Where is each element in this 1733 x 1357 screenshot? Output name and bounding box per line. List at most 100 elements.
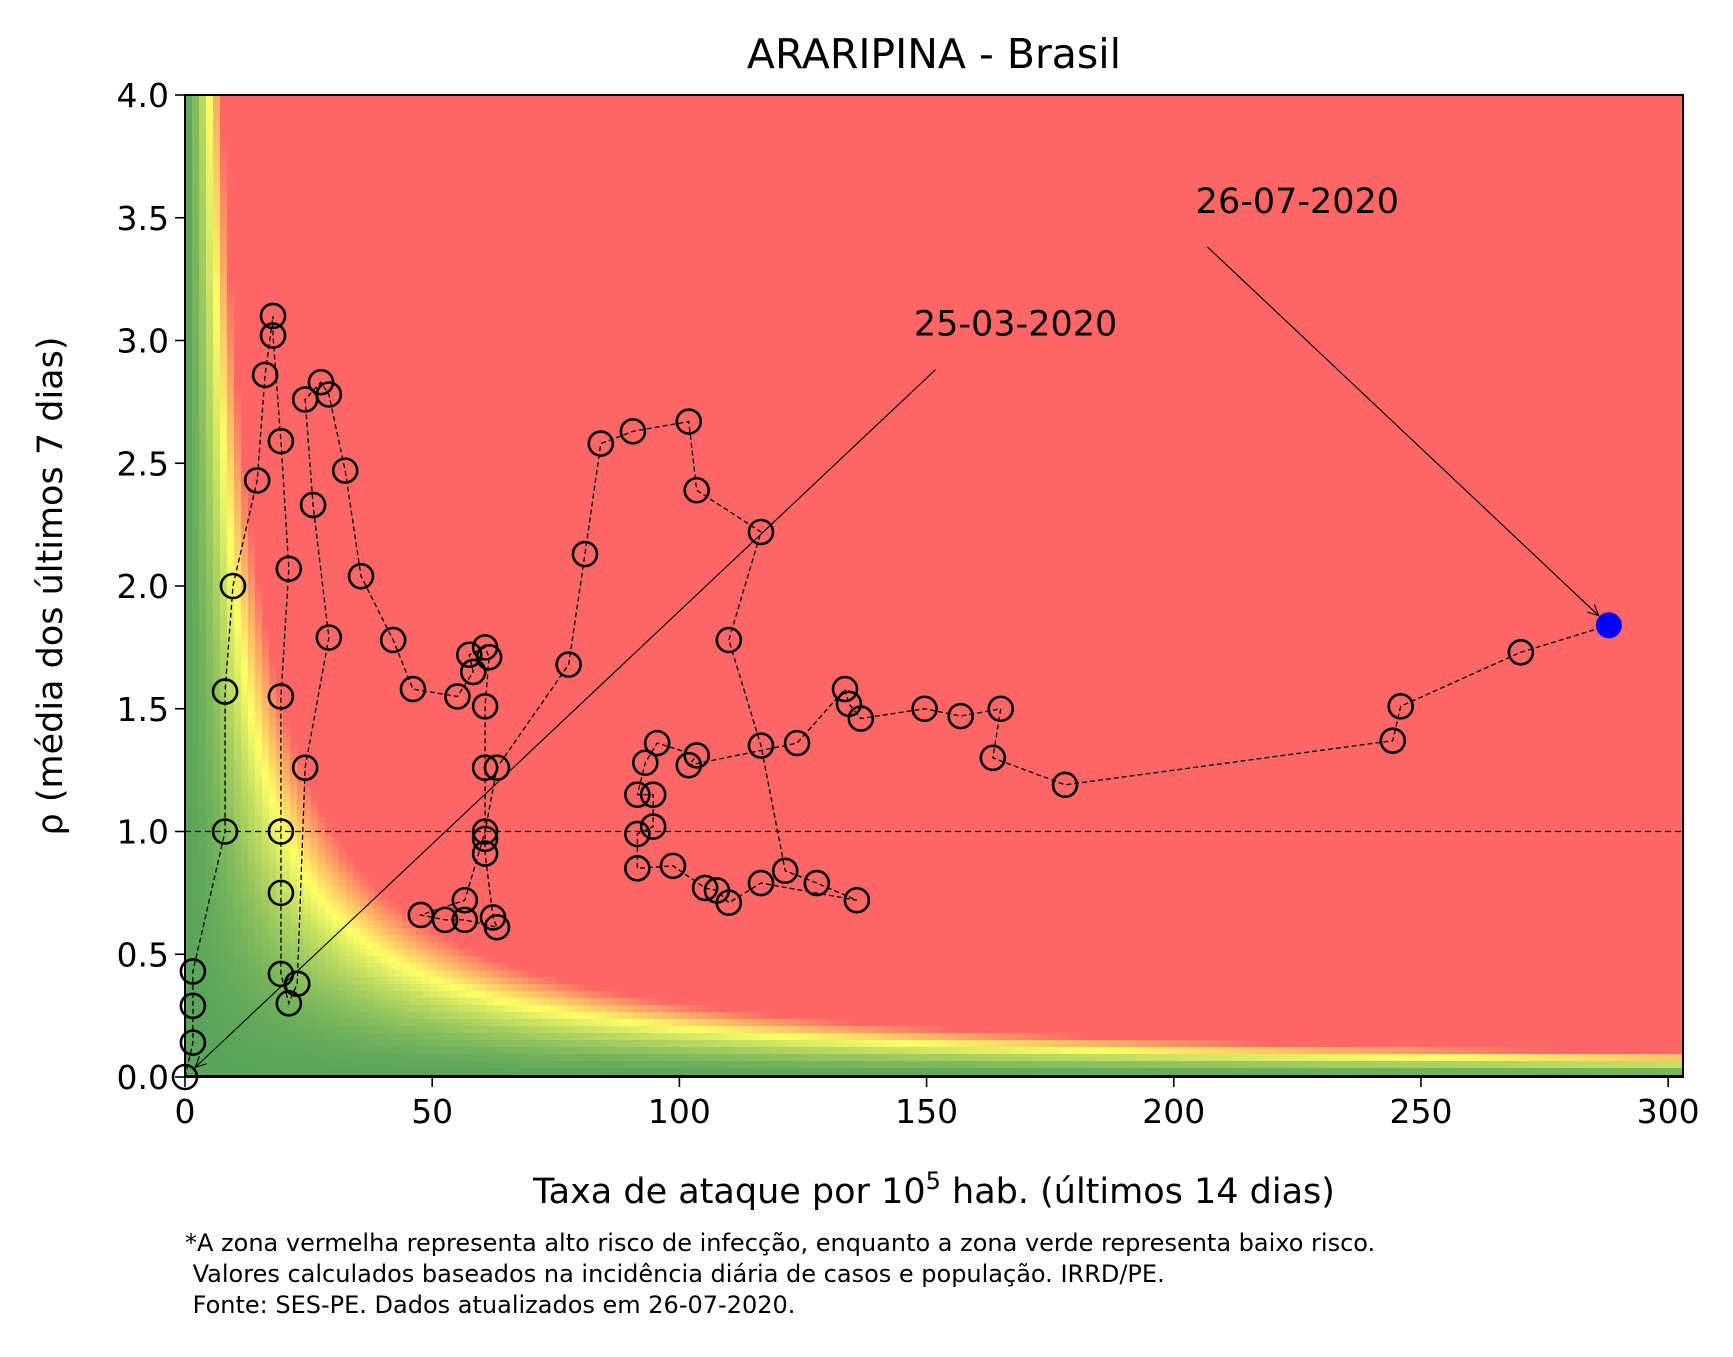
data-point bbox=[251, 361, 279, 389]
data-point bbox=[1507, 638, 1535, 666]
annotation-labels: 25-03-2020 26-07-2020 bbox=[914, 182, 1399, 345]
data-point bbox=[179, 958, 207, 985]
y-tick-label: 1.0 bbox=[117, 813, 169, 852]
y-tick-label: 2.0 bbox=[117, 567, 169, 606]
data-point bbox=[179, 1029, 207, 1056]
annotation-label: 25-03-2020 bbox=[914, 305, 1117, 345]
data-point bbox=[399, 675, 427, 703]
data-point bbox=[715, 626, 743, 654]
data-point bbox=[979, 744, 1007, 772]
data-point bbox=[555, 651, 582, 678]
data-point bbox=[211, 678, 239, 705]
y-tick-label: 1.5 bbox=[117, 690, 169, 729]
x-axis-label: Taxa de ataque por 105 hab. (últimos 14 … bbox=[532, 1167, 1335, 1212]
y-tick-label: 3.5 bbox=[117, 199, 169, 238]
data-point bbox=[659, 852, 687, 880]
data-point bbox=[639, 781, 667, 808]
data-point bbox=[747, 869, 775, 897]
data-point bbox=[471, 840, 499, 867]
data-point bbox=[407, 901, 435, 929]
data-point bbox=[639, 813, 667, 840]
data-point bbox=[315, 624, 343, 651]
data-point bbox=[379, 626, 407, 654]
data-point bbox=[803, 869, 831, 897]
data-point bbox=[947, 702, 974, 730]
data-point bbox=[444, 683, 471, 710]
data-point bbox=[831, 675, 859, 703]
data-point bbox=[179, 992, 207, 1020]
data-point bbox=[267, 818, 295, 845]
data-point bbox=[451, 906, 479, 934]
data-point bbox=[675, 751, 703, 779]
data-point bbox=[643, 729, 671, 757]
annotation-arrow bbox=[194, 369, 936, 1068]
y-tick-label: 0.5 bbox=[117, 935, 169, 974]
data-point bbox=[211, 818, 239, 845]
data-point bbox=[683, 742, 710, 769]
x-tick-label: 50 bbox=[411, 1092, 453, 1131]
data-point bbox=[331, 457, 359, 484]
y-axis-ticks: 0.0 0.5 1.0 1.5 2.0 2.5 3.0 3.5 4.0 bbox=[117, 76, 185, 1097]
data-point bbox=[299, 491, 327, 519]
data-point bbox=[747, 732, 775, 759]
data-point bbox=[471, 818, 499, 845]
data-point bbox=[315, 381, 343, 408]
y-tick-label: 0.0 bbox=[117, 1058, 169, 1097]
data-point bbox=[267, 683, 295, 710]
data-point bbox=[783, 729, 811, 757]
data-point bbox=[471, 692, 499, 720]
data-point bbox=[691, 874, 719, 902]
data-markers bbox=[171, 302, 1622, 1091]
data-point bbox=[267, 960, 295, 988]
data-point bbox=[587, 430, 615, 457]
data-point bbox=[571, 540, 599, 568]
data-point bbox=[291, 754, 319, 781]
footnote: *A zona vermelha representa alto risco d… bbox=[185, 1228, 1375, 1321]
data-point bbox=[283, 970, 311, 998]
data-point bbox=[619, 418, 647, 445]
x-axis-ticks: 0 50 100 150 200 250 300 bbox=[175, 1077, 1700, 1131]
data-point bbox=[275, 555, 303, 583]
x-tick-label: 300 bbox=[1637, 1092, 1700, 1131]
annotation-arrows bbox=[194, 246, 1600, 1069]
footnote-line-1: *A zona vermelha representa alto risco d… bbox=[185, 1228, 1375, 1259]
data-point bbox=[703, 877, 731, 904]
annotation-arrowhead bbox=[1587, 604, 1600, 617]
data-point-latest bbox=[1595, 612, 1622, 639]
footnote-line-2: Valores calculados baseados na incidênci… bbox=[185, 1259, 1375, 1290]
x-tick-label: 150 bbox=[895, 1092, 958, 1131]
annotation-arrow bbox=[1206, 246, 1600, 617]
data-point bbox=[455, 641, 483, 669]
data-point bbox=[347, 562, 375, 590]
annotation-label: 26-07-2020 bbox=[1196, 182, 1399, 222]
data-point bbox=[987, 695, 1015, 723]
data-point bbox=[631, 749, 659, 777]
annotation-arrowhead bbox=[194, 1055, 207, 1069]
y-tick-label: 4.0 bbox=[117, 76, 169, 115]
data-point bbox=[267, 427, 295, 455]
data-point bbox=[259, 302, 287, 330]
data-point bbox=[843, 886, 871, 914]
risk-heatmap bbox=[185, 95, 1683, 1077]
x-tick-label: 250 bbox=[1389, 1092, 1452, 1131]
x-tick-label: 0 bbox=[175, 1092, 196, 1131]
data-point bbox=[771, 857, 799, 885]
data-point bbox=[1051, 771, 1079, 799]
data-point bbox=[471, 825, 499, 853]
x-tick-label: 200 bbox=[1142, 1092, 1205, 1131]
footnote-line-3: Fonte: SES-PE. Dados atualizados em 26-0… bbox=[185, 1290, 1375, 1321]
data-point bbox=[267, 879, 295, 907]
data-point bbox=[683, 476, 710, 504]
data-point bbox=[471, 754, 499, 781]
data-point bbox=[624, 781, 651, 808]
data-point bbox=[451, 886, 479, 914]
data-point bbox=[747, 518, 775, 546]
data-point bbox=[483, 913, 511, 941]
data-point bbox=[483, 754, 511, 781]
data-point bbox=[475, 643, 503, 671]
data-point bbox=[259, 322, 287, 349]
data-point bbox=[1379, 727, 1407, 754]
data-point bbox=[675, 408, 703, 435]
y-tick-label: 2.5 bbox=[117, 444, 169, 483]
